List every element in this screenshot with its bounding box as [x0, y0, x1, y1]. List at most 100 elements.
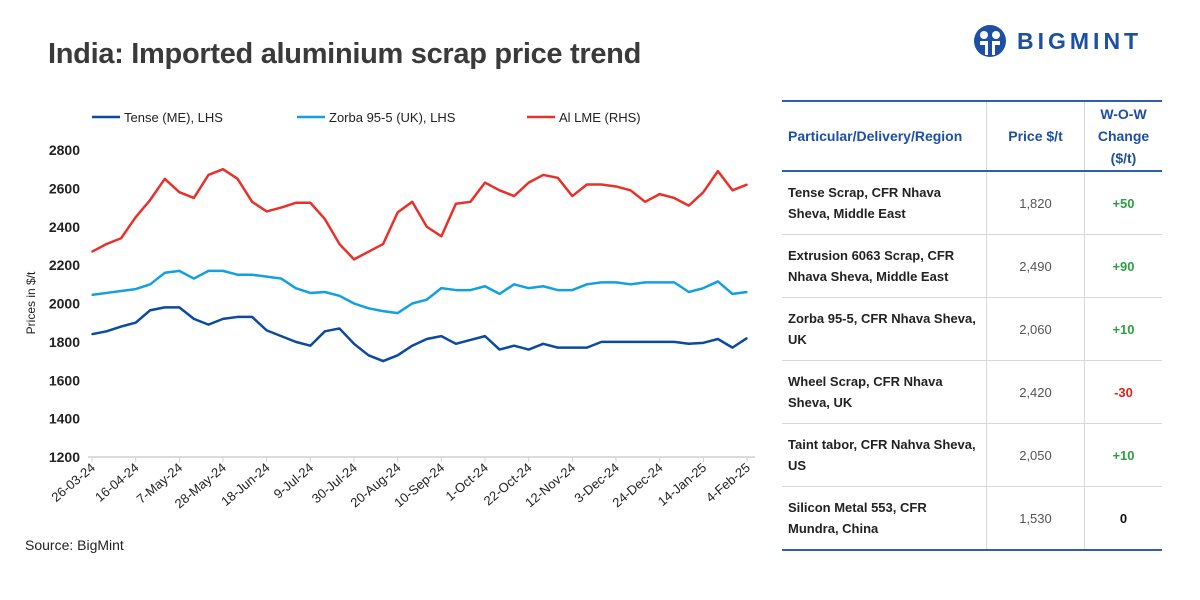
data-point — [353, 342, 355, 345]
data-point — [425, 225, 428, 228]
data-point — [280, 277, 283, 280]
data-point — [484, 181, 486, 184]
y-tick-label: 2200 — [49, 257, 80, 273]
data-point — [236, 316, 239, 318]
row-item: Zorba 95-5, CFR Nhava Sheva, UK — [782, 297, 987, 361]
data-point — [658, 193, 661, 195]
data-point — [629, 341, 632, 343]
data-point — [382, 310, 384, 312]
page-title: India: Imported aluminium scrap price tr… — [48, 38, 641, 70]
data-point — [396, 312, 399, 314]
bigmint-logo-icon — [974, 25, 1006, 57]
data-point — [673, 197, 676, 199]
data-point — [658, 341, 661, 343]
data-point — [556, 346, 559, 349]
data-point — [324, 291, 326, 293]
data-point — [600, 183, 603, 186]
y-tick-label: 2000 — [49, 296, 80, 312]
table-row: Tense Scrap, CFR Nhava Sheva, Middle Eas… — [782, 171, 1162, 235]
data-point — [731, 346, 734, 349]
table-row: Zorba 95-5, CFR Nhava Sheva, UK 2,060 +1… — [782, 297, 1162, 361]
data-point — [91, 333, 93, 336]
data-point — [571, 346, 574, 349]
data-point — [338, 243, 341, 245]
source-note: Source: BigMint — [25, 537, 124, 553]
data-point — [280, 206, 283, 209]
data-point — [600, 341, 603, 343]
data-point — [746, 183, 748, 186]
data-point — [455, 342, 457, 345]
data-point — [571, 195, 574, 197]
data-point — [222, 168, 224, 170]
data-point — [178, 191, 181, 194]
header-particular: Particular/Delivery/Region — [782, 100, 987, 172]
row-price: 1,820 — [986, 171, 1085, 235]
row-item: Wheel Scrap, CFR Nhava Sheva, UK — [782, 360, 987, 424]
data-point — [440, 235, 443, 238]
row-price: 2,420 — [986, 360, 1085, 424]
data-point — [440, 335, 443, 337]
legend-label: Zorba 95-5 (UK), LHS — [329, 110, 456, 125]
row-item: Silicon Metal 553, CFR Mundra, China — [782, 486, 987, 551]
table-row: Taint tabor, CFR Nahva Sheva, US 2,050 +… — [782, 423, 1162, 487]
row-price: 2,490 — [986, 234, 1085, 298]
data-point — [673, 281, 676, 284]
row-change: +10 — [1084, 297, 1162, 361]
data-point — [353, 302, 355, 305]
y-tick-label: 1800 — [49, 334, 80, 350]
data-point — [134, 216, 137, 218]
table-row: Extrusion 6063 Scrap, CFR Nhava Sheva, M… — [782, 234, 1162, 298]
data-point — [222, 318, 224, 320]
data-point — [702, 287, 705, 289]
price-trend-chart: 1200 1400 1600 1800 2000 2200 2400 2600 2800 Pric… — [24, 110, 755, 511]
data-point — [163, 306, 166, 309]
data-point — [644, 281, 646, 284]
data-point — [498, 189, 501, 192]
data-point — [309, 292, 312, 294]
data-point — [411, 302, 414, 305]
data-point — [207, 174, 210, 176]
data-point — [556, 289, 559, 291]
data-point — [658, 281, 661, 284]
data-point — [746, 291, 748, 293]
data-point — [294, 341, 297, 343]
y-tick-label: 1600 — [49, 372, 80, 388]
row-change: 0 — [1084, 486, 1162, 551]
data-point — [615, 185, 617, 188]
row-item: Taint tabor, CFR Nahva Sheva, US — [782, 423, 987, 487]
data-point — [396, 354, 399, 357]
data-point — [105, 330, 108, 333]
data-point — [105, 243, 108, 245]
data-point — [309, 201, 312, 204]
data-point — [717, 170, 719, 172]
row-change: +50 — [1084, 171, 1162, 235]
data-point — [717, 338, 719, 340]
data-point — [91, 294, 93, 296]
data-point — [236, 177, 239, 180]
data-point — [615, 341, 617, 343]
row-change: +90 — [1084, 234, 1162, 298]
header-price: Price $/t — [986, 100, 1085, 172]
data-point — [120, 237, 122, 240]
data-point — [105, 292, 108, 294]
data-point — [178, 270, 181, 272]
data-point — [324, 330, 326, 333]
data-point — [702, 191, 705, 194]
data-point — [353, 258, 355, 261]
data-point — [425, 298, 428, 301]
data-point — [265, 275, 268, 278]
data-point — [600, 281, 603, 284]
data-point — [527, 181, 530, 184]
data-point — [615, 281, 617, 284]
y-tick-label: 1400 — [49, 411, 80, 427]
data-point — [644, 201, 646, 203]
x-tick-label: 4-Feb-25 — [703, 460, 753, 505]
y-tick-label: 1200 — [49, 449, 80, 465]
data-point — [513, 195, 515, 197]
data-point — [193, 318, 195, 320]
data-point — [251, 201, 253, 203]
data-point — [687, 291, 690, 293]
data-point — [484, 285, 486, 288]
data-point — [222, 270, 224, 272]
data-point — [484, 335, 486, 337]
